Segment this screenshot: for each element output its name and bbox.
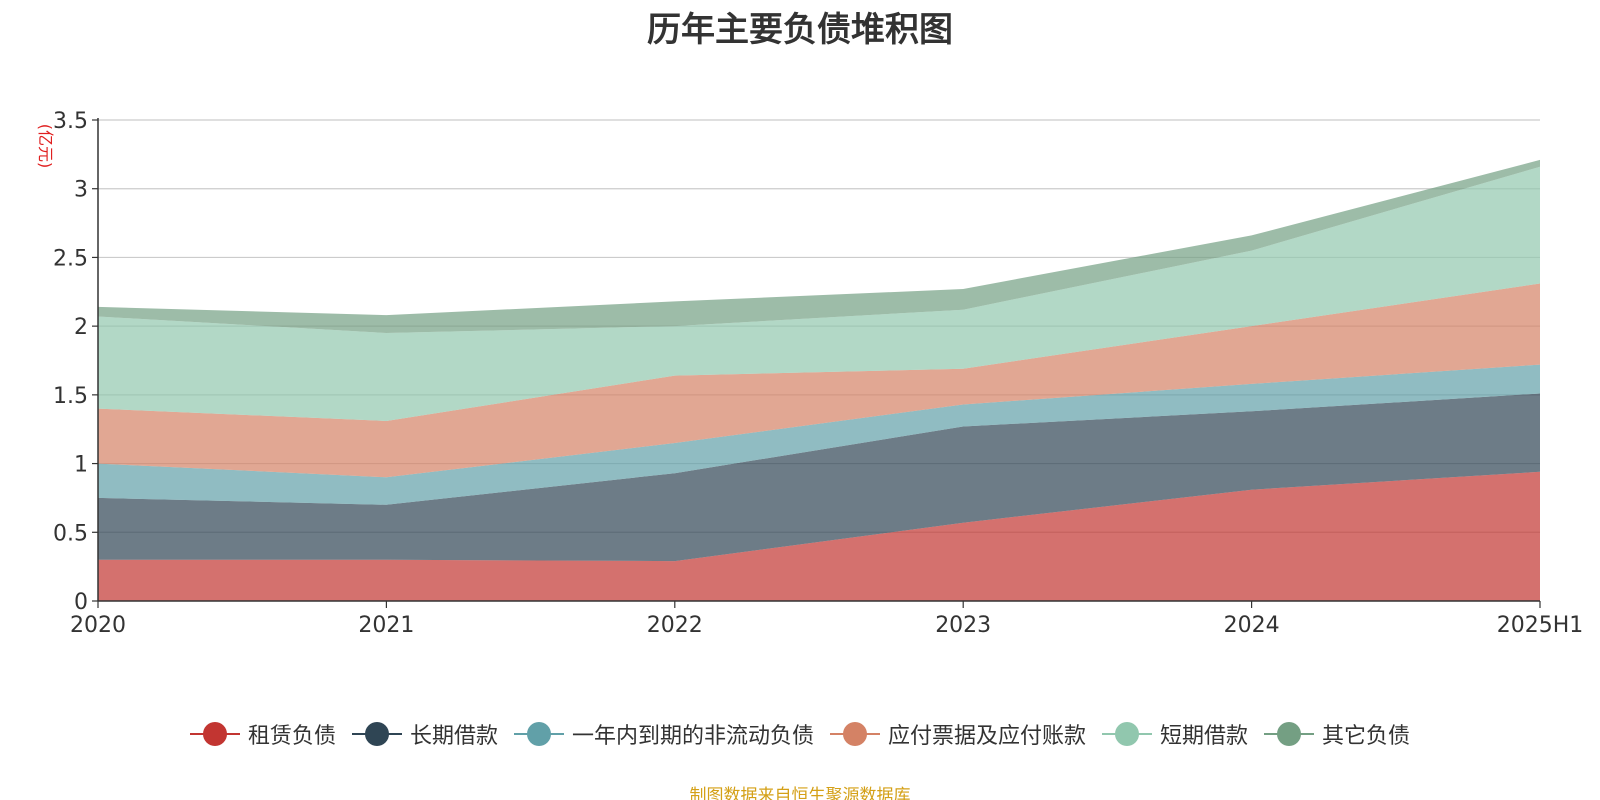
legend-label: 租赁负债 [247,724,336,749]
legend-marker-icon [1264,722,1315,746]
legend-marker-icon [351,722,402,746]
area-series-2 [98,393,1540,562]
legend-label: 短期借款 [1160,724,1249,749]
y-axis-unit-label: (亿元) [36,124,55,169]
area-series-1 [98,471,1540,601]
legend-item[interactable]: 短期借款 [1102,718,1248,750]
legend-item[interactable]: 长期借款 [351,718,498,750]
legend-marker-dot [1115,722,1140,746]
chart-title: 历年主要负债堆积图 [647,10,953,50]
y-tick-label: 2.5 [53,246,88,271]
legend-item[interactable]: 租赁负债 [189,718,336,750]
y-tick-label: 3.5 [53,109,88,134]
legend-marker-icon [1102,722,1153,746]
legend-item[interactable]: 其它负债 [1264,718,1410,750]
x-tick-label: 2021 [358,613,414,638]
x-tick-label: 2025H1 [1497,613,1584,638]
x-tick-label: 2024 [1224,613,1280,638]
y-tick-label: 2 [74,315,88,340]
area-series-4 [98,283,1540,478]
legend-item[interactable]: 应付票据及应付账款 [830,718,1086,750]
x-tick-label: 2020 [70,613,126,638]
legend-marker-icon [513,722,564,746]
legend-label: 其它负债 [1322,724,1411,749]
stacked-area-chart: 0 0.5 1 1.5 2 2.5 3 3.5 2020 2021 2022 2023 2024 2025… [36,109,1584,638]
y-tick-label: 0 [74,590,88,615]
legend-marker-icon [189,722,240,746]
data-source-note: 制图数据来自恒生聚源数据库 [689,786,911,800]
legend-marker-dot [1277,722,1302,746]
legend-marker-icon [830,722,880,746]
legend-label: 应付票据及应付账款 [888,724,1087,749]
y-tick-label: 0.5 [53,521,88,546]
y-tick-label: 1 [74,453,88,478]
legend-label: 长期借款 [409,724,498,749]
area-series-6 [98,159,1540,333]
legend-marker-dot [843,722,867,746]
legend-marker-dot [202,722,227,746]
legend-item[interactable]: 一年内到期的非流动负债 [513,718,814,750]
y-tick-label: 3 [74,178,88,203]
area-series-3 [98,364,1540,505]
x-tick-label: 2022 [647,613,703,638]
legend-label: 一年内到期的非流动负债 [571,724,814,749]
y-tick-label: 1.5 [53,384,88,409]
area-series-5 [98,166,1540,421]
legend-marker-dot [526,722,551,746]
legend-marker-dot [364,722,389,746]
x-tick-label: 2023 [935,613,991,638]
chart-legend: 租赁负债 长期借款 一年内到期的非流动负债 应付票据及应付账款 短期借款 其它负债 [0,718,1600,750]
